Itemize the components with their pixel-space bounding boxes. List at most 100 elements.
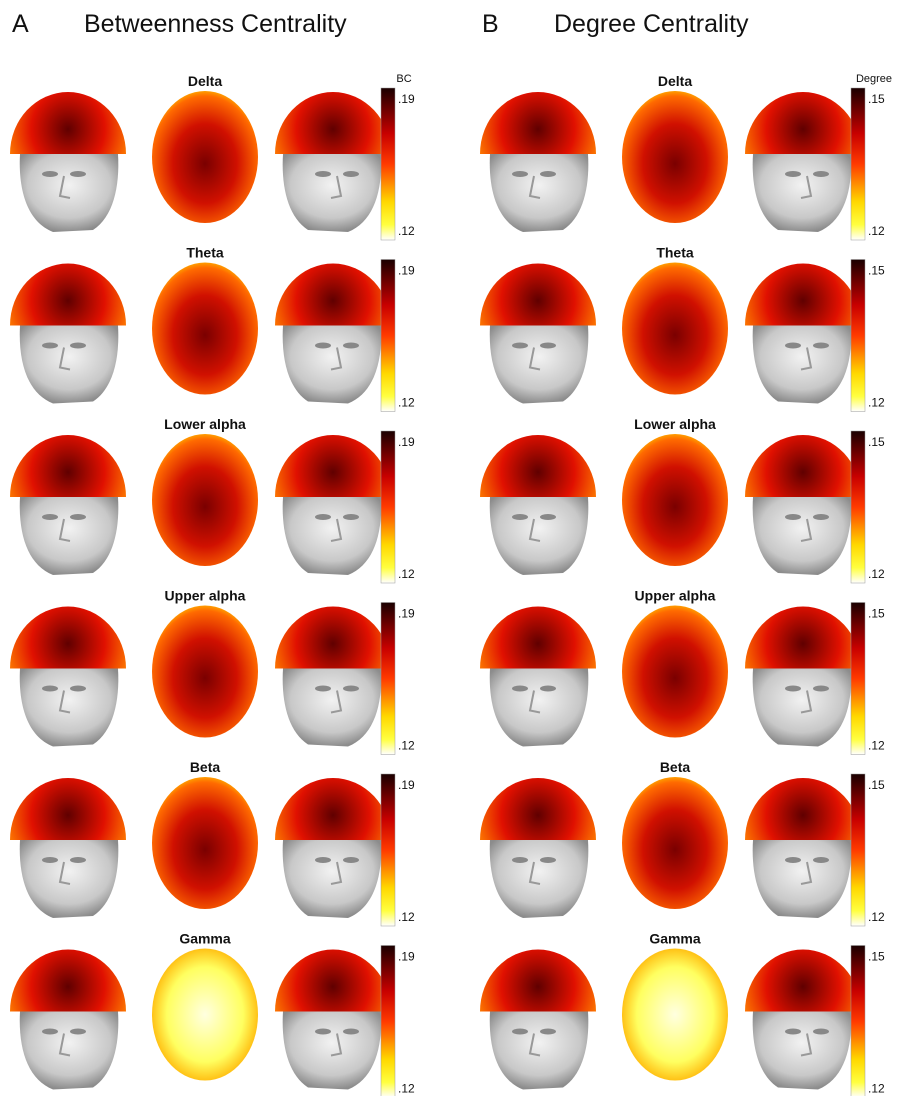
band-row: Gamma.15.12 [480, 931, 885, 1096]
top-view-map [152, 91, 258, 223]
side-head [10, 264, 126, 404]
face [753, 497, 852, 575]
colorbar-max: .19 [398, 607, 415, 621]
eye [540, 514, 556, 520]
eye [540, 686, 556, 692]
face [283, 1012, 382, 1090]
figure: ABetweenness CentralityBCDelta.19.12Thet… [0, 0, 899, 1096]
colorbar-max: .15 [868, 435, 885, 449]
face [20, 1012, 119, 1090]
face [283, 669, 382, 747]
eye [42, 857, 58, 863]
eye [540, 171, 556, 177]
face [753, 669, 852, 747]
top-view-map [152, 949, 258, 1081]
colorbar [381, 603, 395, 755]
side-head [480, 92, 596, 232]
band-row: Beta.19.12 [10, 759, 415, 926]
face [490, 1012, 589, 1090]
colorbar [381, 774, 395, 926]
face [753, 326, 852, 404]
top-view-map [622, 91, 728, 223]
side-head [10, 607, 126, 747]
colorbar-min: .12 [398, 1082, 415, 1096]
band-row: Delta.19.12 [10, 73, 415, 240]
top-view-map [622, 606, 728, 738]
colorbar [851, 431, 865, 583]
colorbar-max: .19 [398, 264, 415, 278]
side-head [275, 92, 391, 232]
colorbar-min: .12 [398, 567, 415, 581]
side-head [275, 435, 391, 575]
eye [512, 343, 528, 349]
face [20, 840, 119, 918]
colorbar-max: .15 [868, 607, 885, 621]
eye [813, 343, 829, 349]
eye [512, 857, 528, 863]
eye [343, 343, 359, 349]
side-head [480, 950, 596, 1090]
eye [343, 1029, 359, 1035]
colorbar-label: BC [396, 73, 411, 85]
colorbar-max: .15 [868, 950, 885, 964]
colorbar [851, 260, 865, 412]
eye [512, 171, 528, 177]
colorbar [381, 431, 395, 583]
band-label: Theta [186, 245, 224, 261]
face [753, 840, 852, 918]
panel-title: Betweenness Centrality [84, 10, 347, 38]
eye [42, 514, 58, 520]
face [490, 497, 589, 575]
eye [315, 857, 331, 863]
side-head [745, 92, 861, 232]
band-row: Lower alpha.19.12 [10, 416, 415, 583]
colorbar-min: .12 [398, 396, 415, 410]
eye [343, 686, 359, 692]
side-head [480, 264, 596, 404]
colorbar-min: .12 [868, 739, 885, 753]
eye [512, 686, 528, 692]
eye [540, 1029, 556, 1035]
band-label: Lower alpha [634, 416, 716, 432]
side-head [745, 435, 861, 575]
eye [785, 1029, 801, 1035]
face [490, 669, 589, 747]
side-head [10, 778, 126, 918]
band-label: Beta [190, 759, 221, 775]
eye [315, 171, 331, 177]
eye [315, 1029, 331, 1035]
eye [785, 343, 801, 349]
colorbar-label: Degree [856, 73, 892, 85]
side-head [275, 264, 391, 404]
eye [42, 343, 58, 349]
band-row: Upper alpha .15 .12 [480, 588, 885, 755]
band-label: Lower alpha [164, 416, 246, 432]
face [20, 154, 119, 232]
side-head [10, 92, 126, 232]
side-head [745, 950, 861, 1090]
side-head [275, 607, 391, 747]
top-view-map [152, 777, 258, 909]
top-view-map [622, 434, 728, 566]
band-row: Gamma.19.12 [10, 931, 415, 1096]
band-row: Theta .19 .12 [10, 245, 415, 412]
face [490, 326, 589, 404]
colorbar-max: .15 [868, 92, 885, 106]
band-label: Delta [658, 73, 692, 89]
band-label: Beta [660, 759, 691, 775]
face [283, 497, 382, 575]
face [283, 840, 382, 918]
colorbar-max: .19 [398, 92, 415, 106]
colorbar [381, 88, 395, 240]
band-label: Upper alpha [635, 588, 716, 604]
top-view-map [152, 434, 258, 566]
colorbar-max: .15 [868, 264, 885, 278]
colorbar-min: .12 [868, 567, 885, 581]
colorbar-max: .19 [398, 778, 415, 792]
eye [70, 1029, 86, 1035]
colorbar [851, 88, 865, 240]
eye [70, 857, 86, 863]
face [283, 154, 382, 232]
side-head [480, 778, 596, 918]
eye [343, 857, 359, 863]
